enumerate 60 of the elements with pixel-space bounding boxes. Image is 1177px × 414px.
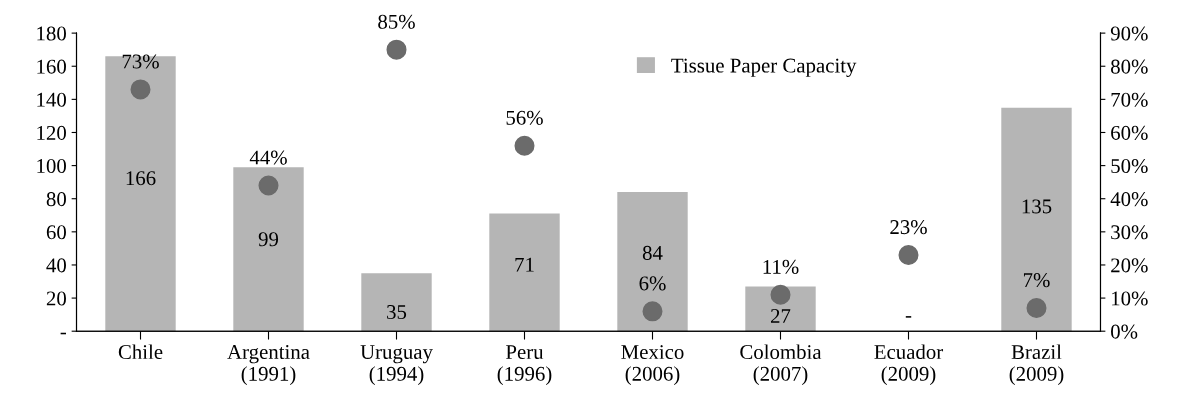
data-label: 23% bbox=[890, 220, 927, 235]
data-label: - bbox=[905, 316, 912, 318]
point bbox=[130, 79, 151, 100]
x-tick-label: Peru (1996) bbox=[497, 345, 552, 386]
bar bbox=[745, 286, 816, 332]
data-label: 85% bbox=[378, 14, 415, 29]
data-label: 11% bbox=[763, 259, 799, 274]
x-tick-label: Ecuador (2009) bbox=[874, 344, 944, 386]
x-tick-label: Argentina (1991) bbox=[227, 345, 310, 386]
y2-tick-label: 20% bbox=[1111, 258, 1148, 273]
point bbox=[642, 301, 663, 322]
point bbox=[386, 39, 407, 60]
y2-tick-label: 10% bbox=[1112, 291, 1148, 306]
legend-label: Tissue Paper Capacity bbox=[671, 58, 857, 77]
y-tick-label: 20 bbox=[46, 291, 66, 306]
y2-tick-label: 70% bbox=[1111, 92, 1148, 107]
y-tick-label: 120 bbox=[37, 125, 66, 140]
x-tick-label: Brazil (2009) bbox=[1009, 344, 1064, 386]
y2-tick-label: 60% bbox=[1111, 125, 1148, 140]
x-tick-label: Colombia (2007) bbox=[740, 344, 822, 386]
x-tick-label: Uruguay (1994) bbox=[360, 345, 433, 386]
y2-tick-label: 0% bbox=[1111, 324, 1138, 339]
y2-tick-label: 80% bbox=[1111, 59, 1148, 74]
x-tick-label: Mexico (2006) bbox=[621, 345, 684, 386]
y-tick-label: 60 bbox=[46, 225, 66, 240]
bar bbox=[1001, 107, 1072, 332]
data-label: 71 bbox=[515, 257, 534, 272]
y-tick-label: 140 bbox=[37, 92, 66, 107]
data-label: 56% bbox=[506, 110, 543, 125]
data-label: 73% bbox=[122, 54, 159, 69]
bar bbox=[105, 56, 176, 332]
y-tick-label: 160 bbox=[37, 59, 66, 74]
point bbox=[898, 245, 919, 266]
data-label: 99 bbox=[258, 232, 279, 247]
data-label: 35 bbox=[387, 305, 407, 320]
bar bbox=[361, 273, 432, 332]
point bbox=[514, 135, 535, 156]
data-label: 166 bbox=[126, 171, 156, 186]
data-label: 7% bbox=[1023, 273, 1050, 288]
point bbox=[1026, 298, 1047, 319]
data-label: 44% bbox=[249, 150, 287, 165]
point bbox=[258, 175, 279, 196]
data-label: 6% bbox=[639, 276, 666, 291]
bar bbox=[489, 213, 560, 332]
y-tick-label: 80 bbox=[46, 192, 66, 207]
y-tick-label: 180 bbox=[37, 26, 66, 41]
y2-tick-label: 50% bbox=[1111, 158, 1148, 174]
y2-tick-label: 30% bbox=[1111, 225, 1148, 240]
bar bbox=[233, 167, 304, 332]
y-tick-label: - bbox=[60, 332, 67, 335]
y2-tick-label: 40% bbox=[1110, 192, 1148, 207]
x-tick-label: Chile bbox=[118, 344, 163, 360]
y-tick-label: 100 bbox=[37, 158, 66, 174]
data-label: 135 bbox=[1022, 199, 1052, 214]
bar bbox=[617, 192, 688, 332]
data-label: 84 bbox=[642, 245, 663, 260]
point bbox=[770, 284, 791, 305]
y-tick-label: 40 bbox=[46, 258, 66, 273]
data-label: 27 bbox=[771, 309, 791, 323]
y2-tick-label: 90% bbox=[1110, 26, 1148, 41]
